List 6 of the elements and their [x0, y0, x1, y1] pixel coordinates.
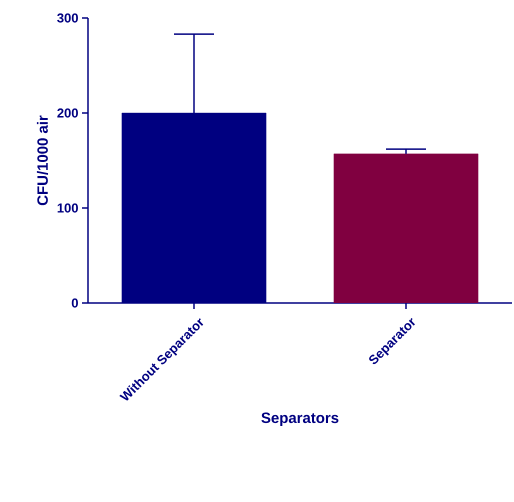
y-axis-title: CFU/1000 air [36, 115, 48, 206]
y-tick-label: 100 [58, 203, 78, 213]
y-tick-label: 200 [57, 108, 78, 118]
y-tick-label: 0 [72, 298, 78, 308]
y-tick-label: 300 [57, 13, 78, 23]
x-axis-title: Separators [261, 412, 338, 426]
